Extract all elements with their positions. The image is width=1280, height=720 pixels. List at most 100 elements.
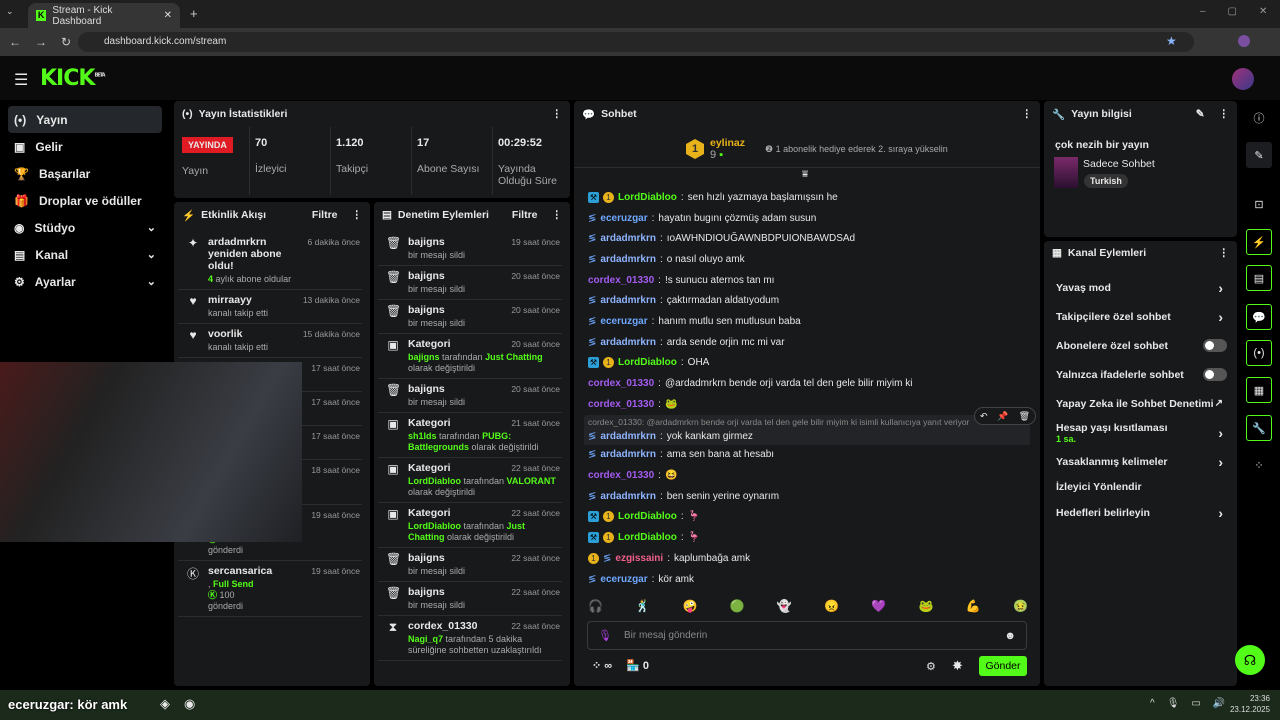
delete-icon[interactable]: 🗑 bbox=[1018, 410, 1030, 421]
chat-message[interactable]: ≶ ardadmrkrn: yok kankam girmez bbox=[584, 428, 1030, 445]
sidebar-item[interactable]: 🏆 Başarılar bbox=[0, 160, 170, 187]
chat-message[interactable]: ≶ eceruzgar: kör amk bbox=[588, 573, 694, 585]
store-button[interactable]: 🏪 0 bbox=[626, 660, 650, 672]
chevron-right-icon[interactable]: › bbox=[1218, 279, 1223, 296]
more-icon[interactable]: ⋮ bbox=[551, 108, 563, 120]
filter-button[interactable]: Filtre bbox=[311, 209, 338, 221]
external-link-icon[interactable]: ↗ bbox=[1214, 398, 1223, 409]
chat-username[interactable]: eceruzgar bbox=[600, 573, 648, 585]
profile-avatar[interactable] bbox=[1238, 35, 1250, 47]
sidebar-item[interactable]: 🎁 Droplar ve ödüller bbox=[0, 187, 170, 214]
shield-mod-icon[interactable]: ✸ bbox=[952, 658, 963, 673]
reply-icon[interactable]: ↶ bbox=[979, 410, 988, 421]
chat-username[interactable]: ardadmrkrn bbox=[600, 253, 656, 265]
user-avatar[interactable] bbox=[1232, 68, 1254, 90]
chat-username[interactable]: LordDiabloo bbox=[618, 511, 677, 523]
chat-username[interactable]: ardadmrkrn bbox=[600, 295, 656, 307]
pin-icon[interactable]: 📌 bbox=[997, 410, 1009, 421]
chevron-right-icon[interactable]: › bbox=[1218, 504, 1223, 521]
chat-message[interactable]: cordex_01330: 🐸 bbox=[588, 398, 678, 410]
channel-actions-icon[interactable]: ▦ bbox=[1246, 377, 1272, 403]
kick-logo[interactable]: KICKBETA bbox=[40, 66, 106, 91]
send-button[interactable]: Gönder bbox=[979, 656, 1027, 676]
emote-button[interactable]: 😠 bbox=[824, 599, 840, 613]
close-tab-icon[interactable]: ✕ bbox=[163, 10, 172, 21]
info-icon[interactable]: ⓘ bbox=[1253, 113, 1265, 125]
more-icon[interactable]: ⋮ bbox=[551, 209, 563, 221]
emote-button[interactable]: 🤪 bbox=[682, 599, 698, 613]
support-button[interactable]: ☊ bbox=[1235, 645, 1265, 675]
chat-message[interactable]: ≶ ardadmrkrn: o nasıl oluyo amk bbox=[588, 253, 745, 265]
document-icon[interactable]: ▤ bbox=[1246, 265, 1272, 291]
points-button[interactable]: ⁘ ∞ bbox=[592, 660, 613, 672]
chat-username[interactable]: cordex_01330 bbox=[588, 378, 655, 390]
focus-icon[interactable]: ⊡ bbox=[1254, 198, 1264, 211]
chevron-down-icon[interactable]: ⌄ bbox=[146, 249, 156, 261]
url-input[interactable]: dashboard.kick.com/stream bbox=[78, 32, 1194, 52]
chat-username[interactable]: ardadmrkrn bbox=[600, 336, 656, 348]
pinned-toggle-icon[interactable]: ⩸ bbox=[802, 169, 809, 180]
more-icon[interactable]: ⋮ bbox=[351, 209, 363, 221]
chat-message[interactable]: ⚒ 1 LordDiabloo: OHA bbox=[588, 357, 710, 369]
new-tab-button[interactable]: + bbox=[190, 6, 198, 21]
chat-message[interactable]: ≶ ardadmrkrn: ama sen bana at hesabı bbox=[588, 449, 775, 461]
broadcast-icon[interactable]: (•) bbox=[1246, 340, 1272, 366]
bookmark-star-icon[interactable]: ★ bbox=[1166, 34, 1177, 48]
system-tray[interactable]: ^🎙▭🔊 bbox=[1150, 698, 1238, 709]
sidebar-item[interactable]: ◉ Stüdyo ⌄ bbox=[0, 214, 170, 241]
menu-icon[interactable]: ☰ bbox=[14, 72, 29, 89]
chat-message[interactable]: cordex_01330: !s sunucu aternos tan mı bbox=[588, 274, 775, 286]
emoji-icon[interactable]: ☻ bbox=[1004, 629, 1016, 642]
chevron-down-icon[interactable]: ⌄ bbox=[146, 276, 156, 288]
edit-icon[interactable]: ✎ bbox=[1246, 142, 1272, 168]
chevron-right-icon[interactable]: › bbox=[1218, 453, 1223, 470]
chat-username[interactable]: cordex_01330 bbox=[588, 470, 655, 482]
toggle-switch[interactable] bbox=[1203, 339, 1227, 352]
chevron-down-icon[interactable]: ⌄ bbox=[146, 222, 156, 234]
emote-button[interactable]: 💪 bbox=[965, 599, 981, 613]
chat-username[interactable]: cordex_01330 bbox=[588, 398, 655, 410]
chat-message[interactable]: ≶ ardadmrkrn: ıoAWHNDIOUĞAWNBDPUIONBAWDSAd bbox=[588, 233, 856, 245]
category-name[interactable]: Sadece Sohbet bbox=[1083, 158, 1155, 170]
chat-message[interactable]: ≶ eceruzgar: hanım mutlu sen mutlusun baba bbox=[588, 315, 801, 327]
channel-action-item[interactable]: Hesap yaşı kısıtlaması 1 sa. › bbox=[1044, 418, 1237, 447]
settings-icon[interactable]: ⚙ bbox=[926, 661, 936, 673]
chat-username[interactable]: LordDiabloo bbox=[618, 357, 677, 369]
channel-action-item[interactable]: Abonelere özel sohbet bbox=[1044, 331, 1237, 360]
chat-message[interactable]: ≶ ardadmrkrn: çaktırmadan aldatıyodum bbox=[588, 295, 780, 307]
chat-message[interactable]: 1 ≶ ezgissaini: kaplumbağa amk bbox=[574, 548, 1040, 569]
points-icon[interactable]: ⁘ bbox=[1254, 459, 1264, 472]
more-icon[interactable]: ⋮ bbox=[1218, 247, 1230, 259]
chat-username[interactable]: cordex_01330 bbox=[588, 274, 655, 286]
channel-action-item[interactable]: Yapay Zeka ile Sohbet Denetimi ↗ bbox=[1044, 389, 1237, 418]
more-icon[interactable]: ⋮ bbox=[1021, 108, 1033, 120]
nav-buttons[interactable]: ←→↻ bbox=[9, 35, 86, 49]
channel-action-item[interactable]: Yalnızca ifadelerle sohbet bbox=[1044, 360, 1237, 389]
window-controls[interactable]: –▢✕ bbox=[1200, 6, 1267, 17]
chat-message[interactable]: cordex_01330: 😆 bbox=[588, 470, 678, 482]
emote-button[interactable]: 🕺 bbox=[635, 599, 651, 613]
chat-username[interactable]: eceruzgar bbox=[600, 212, 648, 224]
channel-action-item[interactable]: İzleyici Yönlendir bbox=[1044, 476, 1237, 498]
tab-list-button[interactable]: ⌄ bbox=[6, 6, 14, 16]
chat-username[interactable]: LordDiabloo bbox=[618, 191, 677, 203]
chat-message[interactable]: ≶ ardadmrkrn: arda sende orjin mc mi var bbox=[588, 336, 785, 348]
chat-username[interactable]: ezgissaini bbox=[615, 552, 664, 564]
chat-message[interactable]: cordex_01330: @ardadmrkrn bende orji vard… bbox=[588, 378, 913, 390]
channel-action-item[interactable]: Yasaklanmış kelimeler › bbox=[1044, 447, 1237, 476]
emote-button[interactable]: 💜 bbox=[871, 599, 887, 613]
taskbar-apps[interactable]: ◈◉ bbox=[160, 696, 210, 711]
wrench-icon[interactable]: 🔧 bbox=[1246, 415, 1272, 441]
chat-message[interactable]: ≶ ardadmrkrn: ben senin yerine oynarım bbox=[588, 490, 780, 502]
chat-username[interactable]: ardadmrkrn bbox=[600, 431, 656, 443]
emote-button[interactable]: 🐸 bbox=[918, 599, 934, 613]
emote-button[interactable]: 🤢 bbox=[1012, 599, 1028, 613]
chat-icon[interactable]: 💬 bbox=[1246, 304, 1272, 330]
microphone-icon[interactable]: 🎙 bbox=[598, 630, 612, 642]
chat-message[interactable]: ⚒ 1 LordDiabloo: sen hızlı yazmaya başlamış… bbox=[588, 191, 838, 203]
sidebar-item[interactable]: (•) Yayın bbox=[8, 106, 162, 133]
chevron-right-icon[interactable]: › bbox=[1218, 424, 1223, 441]
channel-action-item[interactable]: Yavaş mod › bbox=[1044, 273, 1237, 302]
sidebar-item[interactable]: ▤ Kanal ⌄ bbox=[0, 241, 170, 268]
chat-username[interactable]: ardadmrkrn bbox=[600, 233, 656, 245]
